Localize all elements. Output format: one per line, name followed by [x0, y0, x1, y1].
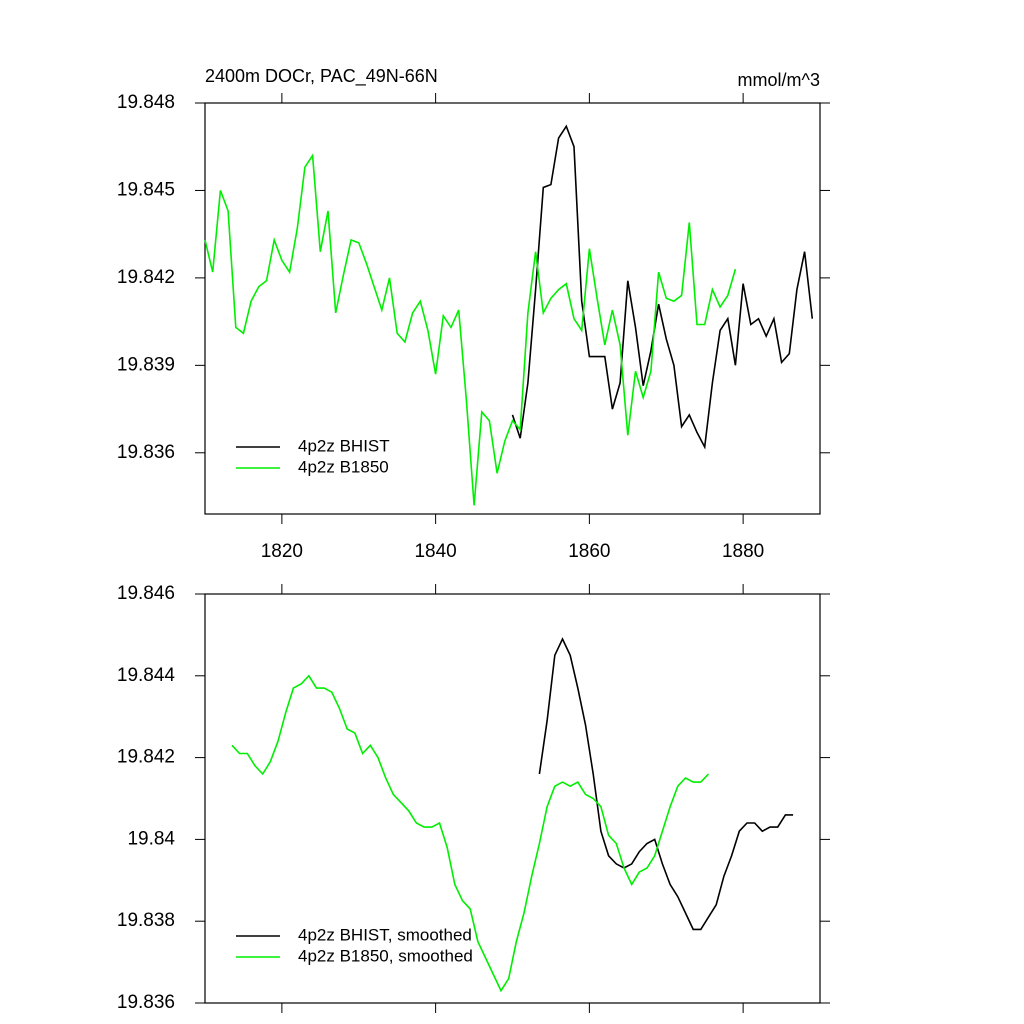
series-line	[538, 637, 794, 931]
plot-frame	[204, 102, 821, 515]
y-tick-label: 19.838	[117, 910, 175, 931]
units-label: mmol/m^3	[738, 70, 820, 90]
y-tick-label: 19.844	[117, 665, 176, 686]
chart-title: 2400m DOCr, PAC_49N-66N	[205, 66, 438, 87]
y-tick-label: 19.842	[117, 747, 175, 768]
y-tick-label: 19.836	[117, 992, 175, 1013]
legend-label: 4p2z B1850	[298, 457, 389, 476]
y-tick-label: 19.846	[117, 583, 175, 604]
series-line	[511, 124, 814, 450]
y-tick-label: 19.836	[117, 442, 175, 463]
legend-label: 4p2z B1850, smoothed	[298, 946, 473, 965]
legend-label: 4p2z BHIST	[298, 436, 390, 455]
y-tick-label: 19.842	[117, 267, 175, 288]
legend-label: 4p2z BHIST, smoothed	[298, 925, 472, 944]
series-line	[204, 153, 737, 506]
y-tick-label: 19.84	[127, 828, 175, 849]
y-tick-label: 19.848	[117, 92, 175, 113]
x-tick-label: 1820	[261, 541, 303, 562]
y-tick-label: 19.839	[117, 354, 175, 375]
series-line	[231, 674, 710, 993]
plot-frame	[204, 593, 821, 1004]
x-tick-label: 1860	[568, 541, 610, 562]
x-tick-label: 1880	[722, 541, 764, 562]
y-tick-label: 19.845	[117, 179, 175, 200]
x-tick-label: 1840	[414, 541, 456, 562]
